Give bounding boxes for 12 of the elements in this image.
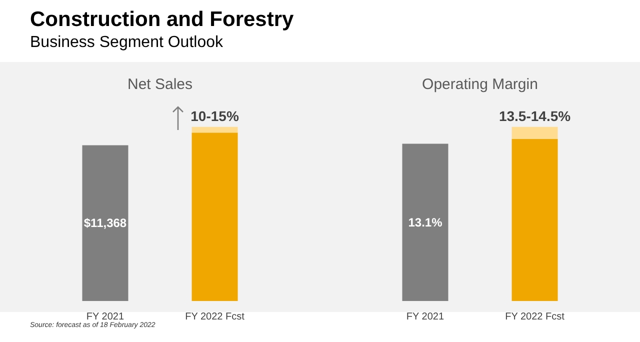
chart-title: Net Sales (127, 76, 193, 93)
data-label: $11,368 (84, 216, 127, 230)
total-label: 13.5-14.5% (498, 108, 572, 124)
text: Construction and Forestry (30, 8, 294, 32)
text: Business Segment Outlook (30, 34, 223, 52)
chart-title: Operating Margin (422, 76, 538, 93)
x-tick-label: FY 2021 (86, 312, 124, 322)
total-label: 10-15% (190, 108, 240, 124)
x-tick-label: FY 2021 (406, 312, 444, 322)
x-tick-label: FY 2022 Fcst (505, 312, 565, 322)
data-label: 13.1% (408, 215, 443, 230)
x-tick-label: FY 2022 Fcst (185, 312, 245, 322)
